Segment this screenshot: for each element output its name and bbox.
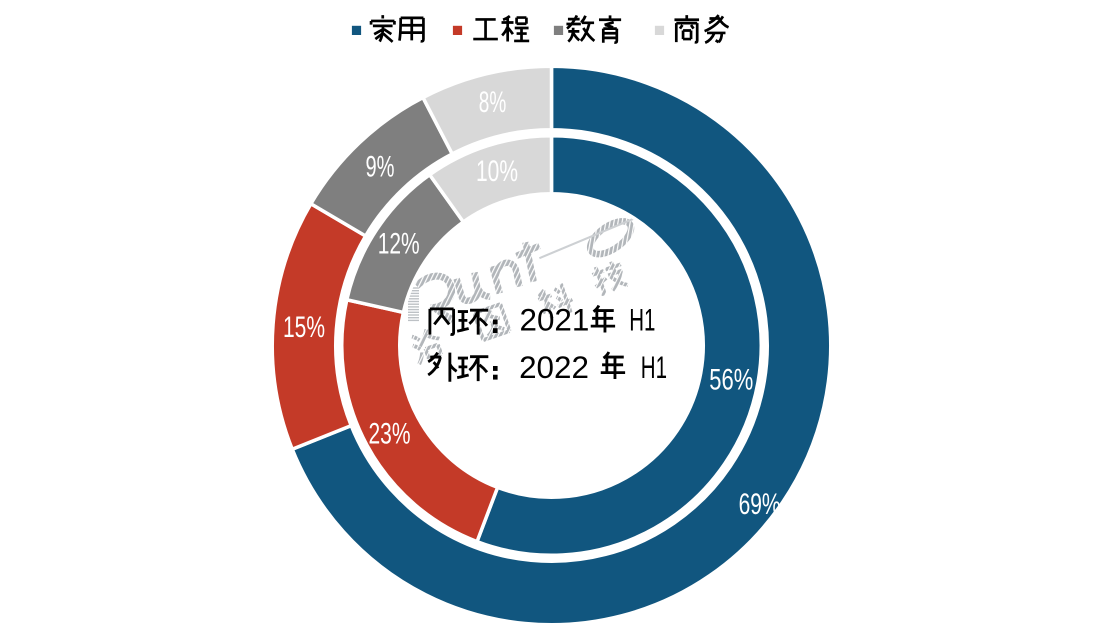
svg-text:H1: H1 [629,302,655,337]
svg-text:12%: 12% [378,228,420,261]
svg-text:56%: 56% [709,363,753,396]
svg-text:H1: H1 [641,350,667,385]
svg-text:69%: 69% [739,488,781,521]
svg-text:9%: 9% [366,151,395,184]
svg-text:2022: 2022 [519,350,589,385]
svg-text:10%: 10% [476,155,518,188]
svg-text:8%: 8% [479,86,507,119]
svg-text:2021: 2021 [520,302,590,337]
svg-text:15%: 15% [283,311,325,344]
svg-text:23%: 23% [369,418,411,451]
